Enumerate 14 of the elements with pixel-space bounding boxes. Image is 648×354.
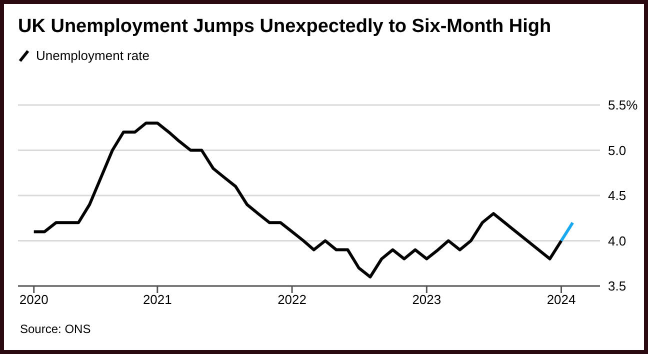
y-tick-label: 5.0: [608, 142, 626, 158]
y-tick-label: 4.0: [608, 233, 626, 248]
x-tick-label: 2022: [278, 292, 306, 308]
x-tick-label: 2021: [142, 292, 172, 308]
x-tick-label: 2024: [546, 292, 576, 308]
legend-label: Unemployment rate: [36, 48, 150, 63]
x-tick-label: 2020: [19, 292, 48, 308]
y-tick-label: 4.5: [608, 188, 626, 204]
source-note: Source: ONS: [20, 322, 91, 336]
x-tick-label: 2023: [412, 292, 442, 308]
y-tick-label: 5.5%: [608, 98, 638, 113]
chart-title: UK Unemployment Jumps Unexpectedly to Six-Month High: [18, 16, 552, 38]
line-series: [32, 122, 563, 278]
y-tick-label: 3.5: [608, 278, 626, 294]
